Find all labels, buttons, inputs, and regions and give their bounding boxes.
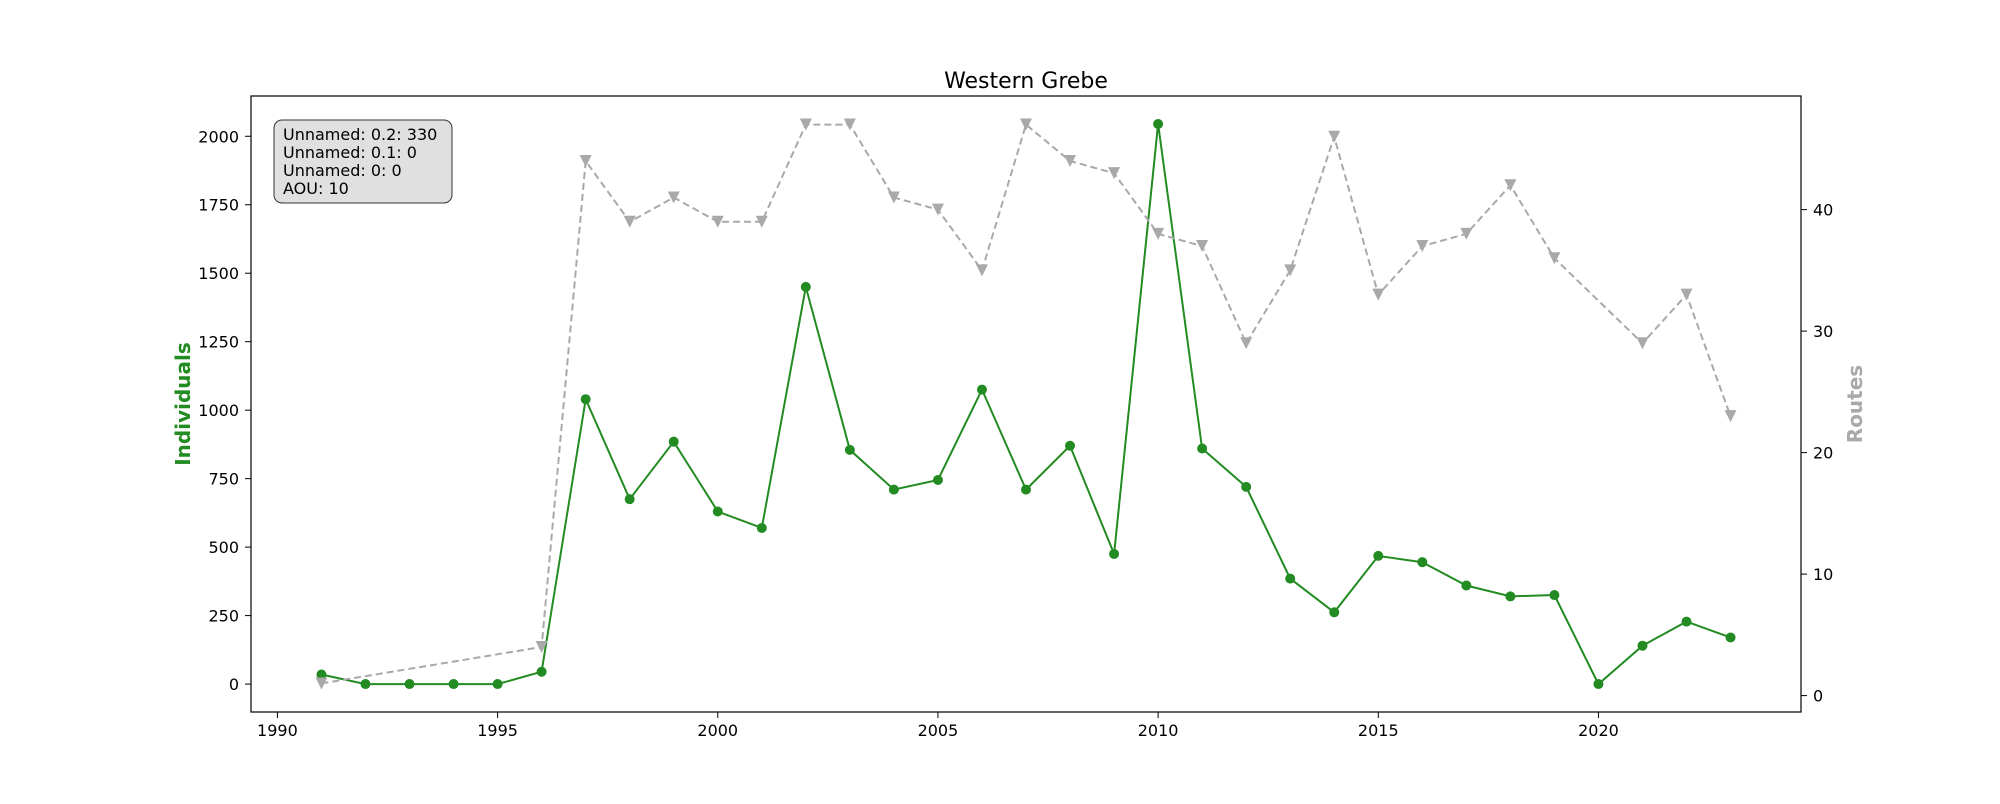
data-point: [1725, 632, 1736, 643]
y-left-tick-label: 250: [208, 607, 239, 626]
data-point: [844, 444, 855, 455]
data-point: [1636, 337, 1649, 350]
data-point: [579, 155, 592, 168]
axes-frame: [250, 95, 1802, 713]
data-point: [536, 666, 547, 677]
data-point: [932, 475, 943, 486]
y-right-tick-label: 0: [1813, 687, 1823, 706]
data-point: [535, 640, 548, 653]
y-axis-left-label: Individuals: [171, 342, 195, 466]
data-point: [1196, 240, 1209, 253]
data-point: [1241, 481, 1252, 492]
data-point: [1284, 264, 1297, 277]
y-left-tick-label: 1750: [198, 196, 239, 215]
y-right-tick-label: 10: [1813, 565, 1833, 584]
info-box-background: [273, 119, 453, 204]
data-point: [316, 669, 327, 680]
data-point: [448, 679, 459, 690]
chart-title: Western Grebe: [944, 69, 1108, 94]
data-point: [800, 281, 811, 292]
data-point: [1021, 484, 1031, 495]
data-point: [667, 191, 680, 204]
y-left-tick-label: 500: [208, 538, 239, 557]
y-right-tick-label: 20: [1813, 444, 1833, 463]
series-line-individuals: [321, 123, 1731, 686]
data-point: [1064, 155, 1077, 168]
data-point: [1152, 227, 1165, 240]
data-point: [1285, 573, 1296, 584]
data-point: [1328, 130, 1341, 143]
y-left-tick-label: 0: [229, 675, 239, 694]
data-point: [1593, 679, 1604, 690]
y-left-tick-label: 1250: [198, 333, 239, 352]
data-point: [1109, 548, 1120, 559]
data-point: [315, 677, 328, 690]
data-point: [1240, 337, 1253, 350]
y-left-tick-label: 1500: [198, 264, 239, 283]
info-box-line: AOU: 10: [283, 179, 349, 198]
info-box-line: Unnamed: 0.2: 330: [283, 125, 437, 144]
data-point: [1637, 640, 1648, 651]
series-line-routes: [321, 122, 1732, 685]
data-point: [360, 679, 371, 690]
data-point: [843, 118, 856, 131]
data-point: [887, 191, 900, 204]
data-point: [1416, 240, 1429, 253]
data-point: [1417, 557, 1428, 568]
data-point: [1461, 580, 1472, 591]
data-point: [888, 484, 899, 495]
data-point: [580, 394, 591, 405]
data-point: [1460, 227, 1473, 240]
data-point: [756, 522, 767, 533]
data-point: [931, 203, 944, 216]
x-tick-label: 2010: [1138, 721, 1179, 740]
data-point: [975, 264, 988, 277]
info-box-line: Unnamed: 0: 0: [283, 161, 402, 180]
y-right-tick-label: 40: [1813, 201, 1833, 220]
y-left-tick-label: 2000: [198, 127, 239, 146]
data-point: [1065, 440, 1076, 451]
data-point: [1197, 443, 1208, 454]
x-tick-label: 2005: [918, 721, 959, 740]
data-point: [404, 679, 415, 690]
data-point: [976, 384, 987, 395]
data-point: [711, 215, 724, 228]
data-point: [799, 118, 812, 131]
y-right-tick-label: 30: [1813, 322, 1833, 341]
data-point: [1329, 607, 1340, 618]
data-point: [1372, 288, 1385, 301]
y-left-tick-label: 750: [208, 470, 239, 489]
data-point: [1681, 616, 1692, 627]
x-tick-label: 2000: [697, 721, 738, 740]
data-point: [624, 494, 635, 505]
plot-area: 1990 1995 2000 2005 2010 2015 2020025050075010…: [198, 95, 1833, 740]
data-point: [1549, 590, 1560, 601]
x-tick-label: 1990: [257, 721, 298, 740]
data-point: [492, 679, 503, 690]
data-point: [1724, 410, 1737, 423]
data-point: [1504, 179, 1517, 192]
data-point: [1108, 167, 1121, 180]
data-point: [668, 436, 679, 447]
data-point: [1680, 288, 1693, 301]
data-point: [1548, 252, 1561, 265]
y-left-tick-label: 1000: [198, 401, 239, 420]
data-point: [1020, 118, 1032, 131]
data-point: [1373, 550, 1384, 561]
data-point: [623, 215, 636, 228]
x-tick-label: 1995: [477, 721, 518, 740]
data-point: [1505, 591, 1516, 602]
info-box-line: Unnamed: 0.1: 0: [283, 143, 417, 162]
y-axis-right-label: Routes: [1843, 365, 1867, 443]
data-point: [755, 215, 768, 228]
data-point: [712, 506, 723, 517]
x-tick-label: 2015: [1358, 721, 1399, 740]
x-tick-label: 2020: [1578, 721, 1619, 740]
data-point: [1153, 118, 1164, 129]
